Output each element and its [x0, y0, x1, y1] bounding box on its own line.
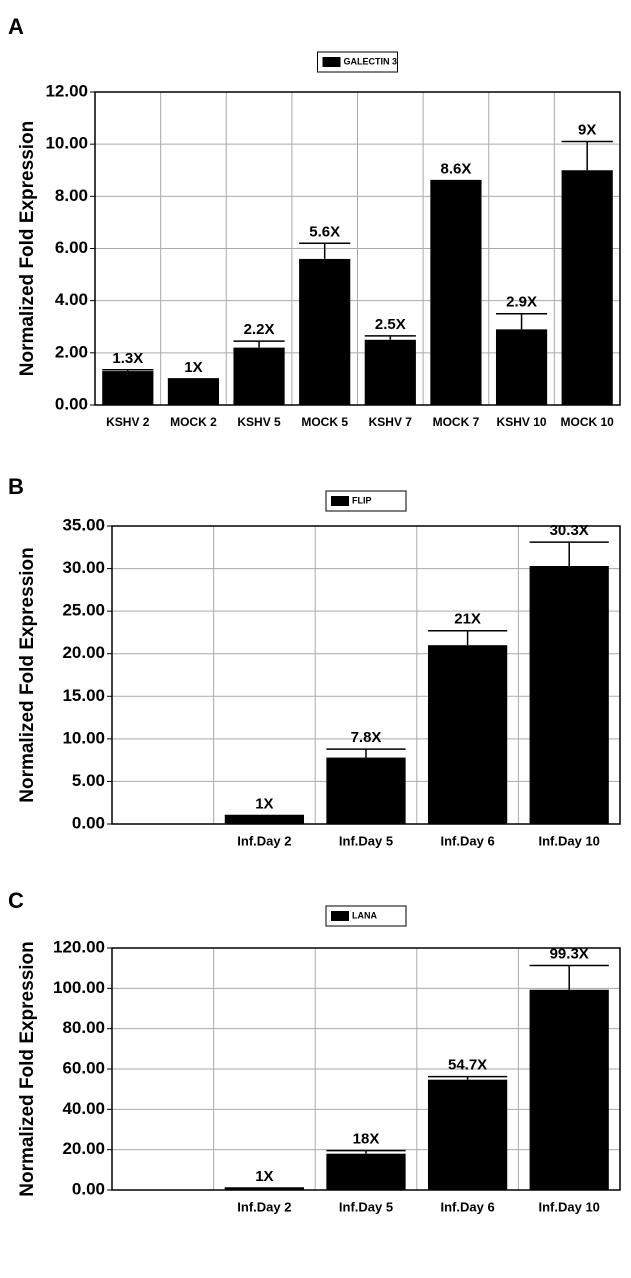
value-label: 30.3X [550, 522, 589, 539]
error-bar [427, 1075, 508, 1080]
bar [102, 371, 154, 405]
legend-swatch [322, 57, 341, 67]
bar [167, 378, 220, 405]
y-axis-title: Normalized Fold Expression [17, 121, 38, 377]
error-bar [561, 140, 613, 171]
bar [364, 339, 416, 405]
bar [233, 347, 285, 405]
error-bar [427, 629, 508, 646]
y-tick-label: 5.00 [72, 771, 105, 790]
value-label: 1X [255, 795, 273, 812]
bar [299, 258, 351, 405]
y-tick-label: 40.00 [62, 1099, 105, 1118]
value-label: 21X [454, 611, 481, 628]
x-tick-label: MOCK 7 [433, 415, 480, 429]
y-tick-label: 2.00 [55, 342, 88, 361]
bar [430, 180, 482, 405]
value-label: 18X [353, 1131, 380, 1148]
bar [326, 1153, 406, 1190]
legend-swatch [331, 496, 349, 506]
x-tick-label: KSHV 10 [497, 415, 547, 429]
error-bar [364, 335, 416, 340]
value-label: 2.9X [506, 294, 537, 311]
y-axis-title: Normalized Fold Expression [17, 547, 38, 803]
bar [326, 757, 406, 824]
legend-label: FLIP [352, 495, 372, 505]
y-tick-label: 60.00 [62, 1058, 105, 1077]
value-label: 1.3X [112, 350, 143, 367]
y-tick-label: 15.00 [62, 686, 105, 705]
x-tick-label: Inf.Day 6 [441, 1199, 495, 1214]
bar [224, 1187, 305, 1190]
y-tick-label: 10.00 [62, 728, 105, 747]
x-tick-label: MOCK 5 [301, 415, 348, 429]
legend-label: LANA [352, 910, 377, 920]
error-bar [495, 312, 548, 330]
x-tick-label: Inf.Day 10 [538, 833, 599, 848]
panel-letter: A [8, 14, 24, 39]
panel-letter: B [8, 474, 24, 499]
x-tick-label: KSHV 5 [237, 415, 281, 429]
y-tick-label: 120.00 [53, 937, 105, 956]
x-tick-label: Inf.Day 2 [237, 833, 291, 848]
legend-label: GALECTIN 3 [344, 56, 398, 66]
value-label: 54.7X [448, 1057, 487, 1074]
y-tick-label: 20.00 [62, 643, 105, 662]
x-tick-label: Inf.Day 5 [339, 833, 393, 848]
x-tick-label: MOCK 10 [561, 415, 615, 429]
error-bar [326, 748, 406, 758]
y-tick-label: 12.00 [45, 81, 88, 100]
bar [529, 566, 609, 824]
x-tick-label: KSHV 7 [369, 415, 413, 429]
error-bar [529, 964, 609, 990]
error-bar [233, 340, 285, 348]
y-tick-label: 35.00 [62, 515, 105, 534]
bar [529, 989, 609, 1190]
error-bar [299, 242, 351, 259]
x-tick-label: KSHV 2 [106, 415, 150, 429]
x-tick-label: Inf.Day 2 [237, 1199, 291, 1214]
error-bar [102, 369, 154, 372]
x-tick-label: MOCK 2 [170, 415, 217, 429]
value-label: 8.6X [441, 161, 472, 178]
y-tick-label: 0.00 [55, 394, 88, 413]
bar [224, 815, 305, 824]
bar [495, 329, 548, 405]
value-label: 9X [578, 122, 596, 139]
y-tick-label: 30.00 [62, 558, 105, 577]
y-tick-label: 4.00 [55, 290, 88, 309]
error-bar [326, 1149, 406, 1154]
y-tick-label: 0.00 [72, 1179, 105, 1198]
value-label: 7.8X [351, 729, 382, 746]
y-tick-label: 8.00 [55, 186, 88, 205]
value-label: 5.6X [309, 223, 340, 240]
y-tick-label: 20.00 [62, 1139, 105, 1158]
legend-swatch [331, 911, 349, 921]
value-label: 2.2X [244, 321, 275, 338]
x-tick-label: Inf.Day 10 [538, 1199, 599, 1214]
panel-letter: C [8, 888, 24, 913]
y-tick-label: 25.00 [62, 601, 105, 620]
bar [427, 645, 508, 824]
y-tick-label: 0.00 [72, 813, 105, 832]
y-tick-label: 10.00 [45, 134, 88, 153]
y-tick-label: 6.00 [55, 238, 88, 257]
x-tick-label: Inf.Day 6 [441, 833, 495, 848]
y-tick-label: 80.00 [62, 1018, 105, 1037]
y-axis-title: Normalized Fold Expression [17, 941, 38, 1197]
plot-frame [94, 91, 621, 406]
bar [561, 170, 613, 405]
value-label: 2.5X [375, 316, 406, 333]
y-tick-label: 100.00 [53, 978, 105, 997]
value-label: 1X [184, 359, 202, 376]
bar [427, 1079, 508, 1190]
error-bar [529, 541, 609, 567]
value-label: 1X [255, 1168, 273, 1185]
value-label: 99.3X [550, 946, 589, 963]
x-tick-label: Inf.Day 5 [339, 1199, 393, 1214]
